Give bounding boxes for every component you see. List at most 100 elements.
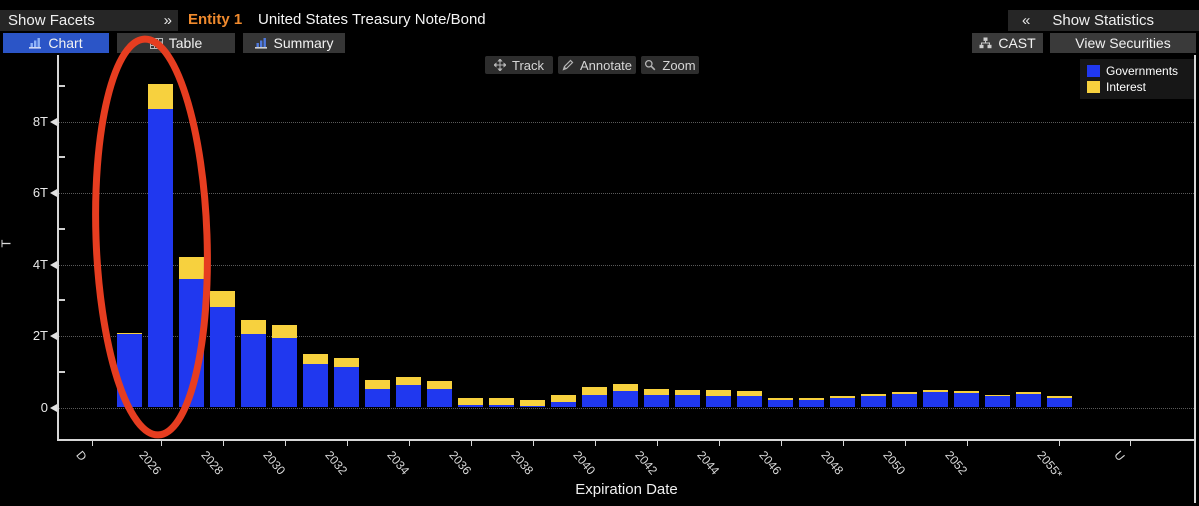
x-tick (594, 441, 596, 446)
y-tick-label: 2T (32, 328, 48, 343)
x-tick-label: 2052 (941, 448, 970, 478)
show-statistics-bar[interactable]: « Show Statistics (1008, 10, 1199, 31)
bar-interest-2031 (303, 353, 328, 365)
y-minor-tick (58, 227, 65, 230)
bar-governments-2031 (303, 364, 328, 408)
annotate-label: Annotate (579, 57, 633, 73)
bar-governments-2037 (489, 405, 514, 408)
x-tick (1058, 441, 1060, 446)
x-tick-label: U (1111, 448, 1128, 464)
bar-governments-2044 (706, 396, 731, 408)
bar-governments-2027 (179, 278, 204, 408)
plot-right-border (1194, 55, 1196, 503)
x-tick (160, 441, 162, 446)
view-securities-label: View Securities (1075, 35, 1171, 51)
bar-interest-2044 (706, 390, 731, 397)
y-tick-label: 6T (32, 185, 48, 200)
zoom-button[interactable]: Zoom (641, 56, 699, 74)
bar-interest-2047 (799, 398, 824, 401)
bar-interest-2036 (458, 398, 483, 406)
x-tick (1130, 441, 1131, 446)
bar-chart-icon (254, 37, 268, 49)
annotate-button[interactable]: Annotate (558, 56, 636, 74)
show-facets-label: Show Facets (8, 12, 95, 29)
bar-interest-2043 (675, 389, 700, 395)
show-facets-bar[interactable]: Show Facets » (0, 10, 178, 31)
bar-governments-2036 (458, 405, 483, 408)
y-axis-line (57, 55, 59, 441)
bar-governments-2050 (892, 393, 917, 408)
x-tick (470, 441, 472, 446)
bar-interest-2035 (427, 381, 452, 390)
bar-governments-2033 (365, 389, 390, 408)
x-tick (842, 441, 844, 446)
bar-governments-2039 (551, 402, 576, 408)
y-minor-tick (58, 370, 65, 373)
x-tick-label: 2044 (693, 448, 722, 478)
y-tick-label: 8T (32, 113, 48, 129)
org-chart-icon (979, 37, 992, 49)
bar-governments-2042 (644, 394, 669, 408)
x-tick-label: 2046 (755, 448, 784, 478)
x-axis-title: Expiration Date (575, 481, 678, 498)
gridline-6T (59, 193, 1194, 194)
bar-interest-2030 (272, 325, 297, 338)
bar-interest-2037 (489, 398, 514, 406)
x-tick (904, 441, 906, 446)
bar-interest-2026 (148, 83, 173, 109)
x-tick (222, 441, 224, 446)
track-button[interactable]: Track (485, 56, 553, 74)
bar-interest-2033 (365, 379, 390, 390)
bar-governments-2049 (861, 396, 886, 408)
bar-interest-2055 (1047, 396, 1072, 398)
x-tick (92, 441, 93, 446)
bar-governments-2051 (923, 391, 948, 408)
bar-governments-2048 (830, 398, 855, 408)
bar-interest-2048 (830, 396, 855, 399)
x-tick-label: 2028 (197, 448, 226, 478)
bar-interest-2054 (1016, 392, 1041, 394)
y-tick-arrow-icon (50, 403, 57, 412)
collapse-facets-icon[interactable]: » (163, 12, 172, 29)
bar-interest-2039 (551, 394, 576, 403)
bar-governments-2047 (799, 400, 824, 408)
bar-interest-2042 (644, 388, 669, 395)
bar-governments-2053 (985, 396, 1010, 408)
y-minor-tick (58, 84, 65, 87)
y-minor-tick (58, 299, 65, 302)
tab-summary[interactable]: Summary (243, 33, 345, 53)
bar-governments-2025 (117, 334, 142, 408)
y-tick-arrow-icon (50, 189, 57, 197)
bar-governments-2035 (427, 389, 452, 408)
cast-button[interactable]: CAST (972, 33, 1043, 53)
view-securities-button[interactable]: View Securities (1050, 33, 1196, 53)
x-tick-label: 2048 (817, 448, 846, 478)
bar-interest-2025 (117, 332, 142, 335)
page-title: United States Treasury Note/Bond (258, 11, 486, 28)
x-tick-label: 2055* (1033, 448, 1065, 482)
x-tick (532, 441, 534, 446)
bar-governments-2029 (241, 334, 266, 408)
x-tick (408, 441, 410, 446)
zoom-label: Zoom (662, 57, 696, 73)
x-tick-label: 2026 (135, 448, 164, 478)
x-tick (284, 441, 286, 446)
track-label: Track (511, 57, 545, 73)
bar-interest-2040 (582, 387, 607, 395)
bar-governments-2041 (613, 391, 638, 408)
bar-interest-2045 (737, 391, 762, 397)
gridline-2T (59, 336, 1194, 337)
tab-chart[interactable]: Chart (3, 33, 109, 53)
bar-interest-2032 (334, 358, 359, 368)
bar-governments-2026 (148, 108, 173, 408)
bar-governments-2043 (675, 394, 700, 408)
expand-statistics-icon[interactable]: « (1022, 12, 1031, 29)
magnifier-icon (644, 59, 656, 71)
x-tick-label: 2036 (445, 448, 474, 478)
tab-summary-label: Summary (273, 35, 334, 51)
bar-interest-2049 (861, 394, 886, 397)
bar-interest-2038 (520, 399, 545, 407)
gridline-0 (59, 407, 1194, 409)
x-tick (780, 441, 782, 446)
